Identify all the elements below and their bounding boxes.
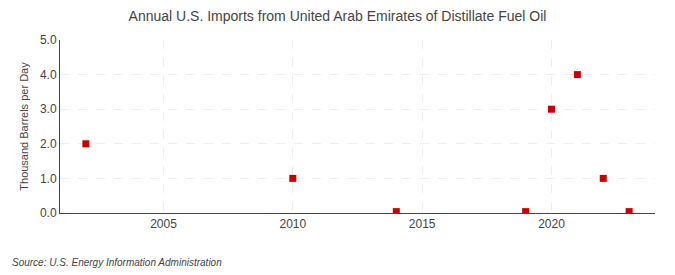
svg-text:3.0: 3.0: [40, 102, 57, 116]
svg-text:2005: 2005: [150, 217, 177, 231]
svg-text:2010: 2010: [279, 217, 306, 231]
svg-text:Thousand Barrels per Day: Thousand Barrels per Day: [18, 62, 30, 191]
svg-text:2020: 2020: [538, 217, 565, 231]
svg-text:1.0: 1.0: [40, 172, 57, 186]
svg-text:2015: 2015: [409, 217, 436, 231]
svg-text:5.0: 5.0: [40, 33, 57, 47]
svg-text:4.0: 4.0: [40, 68, 57, 82]
svg-text:0.0: 0.0: [40, 206, 57, 220]
svg-text:Annual U.S. Imports from Unite: Annual U.S. Imports from United Arab Emi…: [129, 8, 547, 24]
svg-text:Source: U.S. Energy Informatio: Source: U.S. Energy Information Administ…: [12, 257, 222, 268]
svg-text:2.0: 2.0: [40, 137, 57, 151]
